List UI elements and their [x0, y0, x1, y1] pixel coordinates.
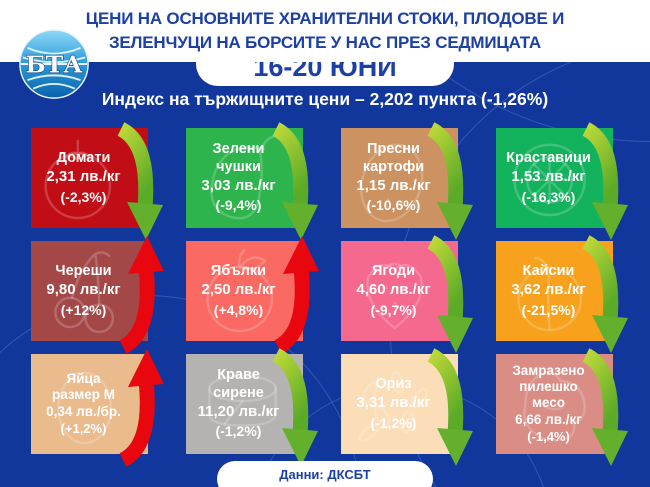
price-card-potato: Пресни картофи 1,15 лв./кг (-10,6%): [341, 122, 473, 240]
logo-text: БТА: [25, 51, 83, 79]
arrow-down-icon: [580, 122, 628, 244]
arrow-down-icon: [425, 122, 473, 244]
arrow-down-icon: [270, 122, 318, 244]
arrow-down-icon: [427, 122, 473, 240]
header-band: [0, 0, 650, 62]
arrow-down-icon: [582, 122, 628, 240]
arrow-down-icon: [582, 235, 628, 353]
arrow-up-icon: [115, 345, 164, 467]
arrow-down-icon: [427, 348, 473, 466]
arrow-down-icon: [427, 235, 473, 353]
price-card-strawberry: Ягоди 4,60 лв./кг (-9,7%): [341, 235, 473, 353]
bta-logo: БТА: [18, 28, 90, 100]
price-card-tomato: Домати 2,31 лв./кг (-2,3%): [31, 122, 163, 240]
price-change: (-10,6%): [366, 197, 421, 214]
price-change: (-1,2%): [215, 423, 262, 440]
price-card-chicken: Замразено пилешко месо 6,66 лв./кг (-1,4…: [496, 348, 628, 466]
product-price: 9,80 лв./кг: [46, 281, 121, 299]
price-card-cucumber: Краставици 1,53 лв./кг (-16,3%): [496, 122, 628, 240]
arrow-down-icon: [425, 348, 473, 470]
product-name: Ягоди: [371, 263, 416, 280]
product-name: Кайсии: [522, 263, 575, 280]
arrow-down-icon: [115, 122, 163, 244]
price-change: (+1,2%): [60, 420, 107, 436]
arrow-down-icon: [270, 348, 318, 470]
price-cards-grid: Домати 2,31 лв./кг (-2,3%) Зелени чушки …: [31, 122, 628, 467]
product-name: Яйца размер М: [51, 370, 116, 402]
arrow-down-icon: [582, 348, 628, 466]
price-card-apple: Ябълки 2,50 лв./кг (+4,8%): [186, 236, 319, 354]
product-name: Краве сирене: [213, 367, 264, 401]
arrow-down-icon: [272, 122, 318, 240]
product-name: Ябълки: [210, 263, 267, 280]
price-change: (-16,3%): [521, 188, 576, 205]
price-card-cherries: Череши 9,80 лв./кг (+12%): [31, 236, 164, 354]
page-title: ЦЕНИ НА ОСНОВНИТЕ ХРАНИТЕЛНИ СТОКИ, ПЛОД…: [0, 7, 650, 55]
product-price: 2,50 лв./кг: [201, 281, 276, 299]
title-line-1: ЦЕНИ НА ОСНОВНИТЕ ХРАНИТЕЛНИ СТОКИ, ПЛОД…: [85, 9, 565, 28]
price-card-pepper: Зелени чушки 3,03 лв./кг (-9,4%): [186, 122, 318, 240]
arrow-up-icon: [119, 349, 164, 467]
arrow-up-icon: [119, 236, 164, 354]
price-change: (+12%): [60, 301, 107, 318]
product-price: 0,34 лв./бр.: [46, 403, 121, 419]
product-name: Зелени чушки: [212, 141, 265, 175]
product-price: 3,62 лв./кг: [511, 281, 586, 299]
title-line-2: ЗЕЛЕНЧУЦИ НА БОРСИТЕ У НАС ПРЕЗ СЕДМИЦАТ…: [108, 33, 542, 52]
market-index-line: Индекс на тържищните цени – 2,202 пункта…: [101, 89, 549, 109]
arrow-down-icon: [580, 348, 628, 470]
price-change: (-21,5%): [521, 301, 576, 318]
arrow-up-icon: [115, 232, 164, 354]
source-text: Данни: ДКСБТ: [279, 466, 371, 482]
arrow-down-icon: [117, 122, 163, 240]
arrow-up-icon: [274, 236, 319, 354]
price-change: (-1,2%): [370, 414, 417, 431]
product-price: 1,15 лв./кг: [356, 177, 431, 195]
product-price: 1,53 лв./кг: [511, 168, 586, 186]
arrow-down-icon: [272, 348, 318, 466]
price-card-cheese: Краве сирене 11,20 лв./кг (-1,2%): [186, 348, 318, 466]
product-price: 3,31 лв./кг: [356, 394, 431, 412]
arrow-down-icon: [425, 235, 473, 357]
product-name: Пресни картофи: [362, 141, 425, 175]
price-change: (-9,7%): [370, 301, 417, 318]
price-change: (-2,3%): [60, 188, 107, 205]
product-name: Замразено пилешко месо: [512, 362, 585, 410]
price-card-apricot: Кайсии 3,62 лв./кг (-21,5%): [496, 235, 628, 353]
price-change: (-1,4%): [527, 428, 570, 444]
product-price: 4,60 лв./кг: [356, 281, 431, 299]
source-pill: Данни: ДКСБТ: [217, 461, 433, 487]
price-change: (-9,4%): [215, 197, 262, 214]
product-name: Краставици: [506, 150, 591, 167]
product-name: Домати: [56, 150, 111, 167]
product-price: 11,20 лв./кг: [197, 403, 280, 421]
arrow-up-icon: [270, 232, 319, 354]
product-price: 3,03 лв./кг: [201, 177, 276, 195]
globe-icon: БТА: [19, 29, 89, 99]
arrow-down-icon: [580, 235, 628, 357]
product-name: Ориз: [375, 376, 412, 393]
product-name: Череши: [55, 263, 112, 280]
price-card-rice: Ориз 3,31 лв./кг (-1,2%): [341, 348, 473, 466]
product-price: 6,66 лв./кг: [515, 412, 582, 428]
price-card-egg: Яйца размер М 0,34 лв./бр. (+1,2%): [31, 349, 164, 467]
price-change: (+4,8%): [213, 301, 264, 318]
product-price: 2,31 лв./кг: [46, 168, 121, 186]
